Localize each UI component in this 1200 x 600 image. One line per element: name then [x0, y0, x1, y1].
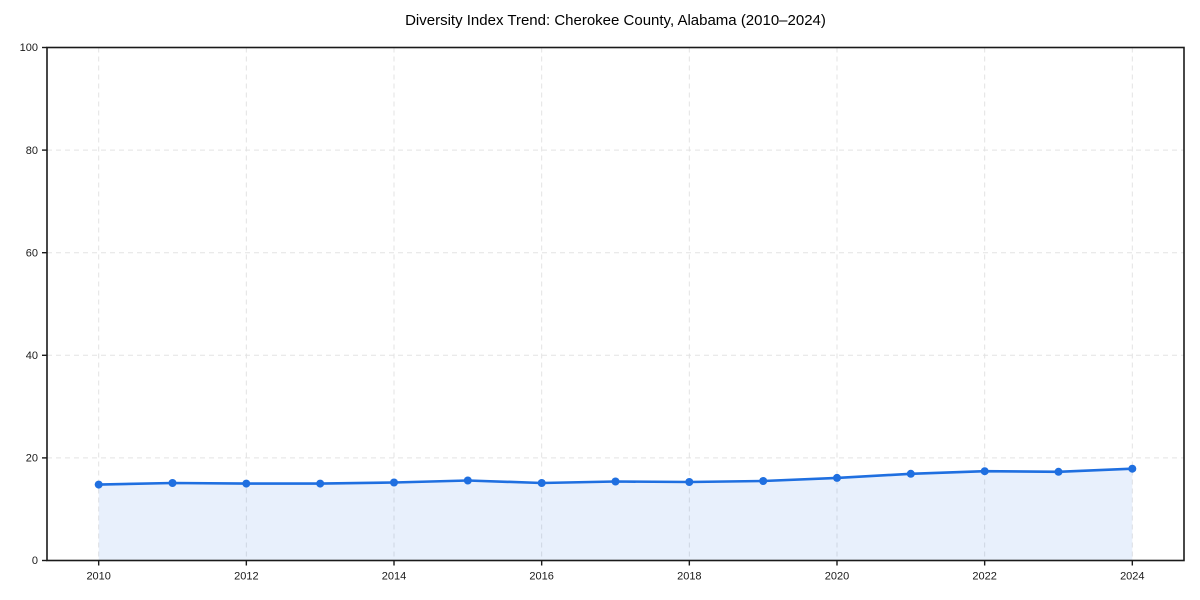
y-tick-label: 100 — [20, 42, 38, 54]
data-point-marker — [537, 479, 546, 487]
x-tick-label: 2010 — [86, 571, 110, 583]
x-tick-label: 2022 — [972, 571, 996, 583]
x-tick-label: 2016 — [529, 571, 553, 583]
data-point-marker — [980, 467, 989, 476]
y-tick-label: 20 — [26, 453, 38, 465]
data-point-marker — [390, 478, 398, 487]
axes-spines — [46, 46, 1185, 562]
data-point-marker — [833, 473, 841, 482]
data-point-marker — [1054, 467, 1063, 476]
data-point-marker — [611, 477, 620, 486]
x-tick-label: 2012 — [234, 571, 258, 583]
x-tick-label: 2018 — [677, 571, 701, 583]
data-point-marker — [242, 479, 251, 488]
data-point-marker — [759, 477, 768, 485]
y-tick-label: 60 — [26, 247, 38, 259]
data-point-marker — [1128, 464, 1137, 473]
y-tick-label: 80 — [26, 145, 38, 157]
chart-title: Diversity Index Trend: Cherokee County, … — [405, 12, 826, 29]
x-tick-label: 2014 — [382, 571, 406, 583]
data-point-marker — [316, 479, 325, 488]
y-tick-label: 0 — [32, 555, 38, 567]
data-point-marker — [168, 479, 177, 487]
x-tick-label: 2024 — [1120, 571, 1144, 583]
series-area-fill — [98, 468, 1133, 561]
data-point-marker — [463, 476, 472, 485]
data-point-marker — [94, 480, 103, 489]
y-tick-label: 40 — [26, 350, 38, 362]
x-tick-label: 2020 — [825, 571, 849, 583]
data-point-marker — [685, 478, 694, 486]
data-point-marker — [906, 469, 915, 478]
